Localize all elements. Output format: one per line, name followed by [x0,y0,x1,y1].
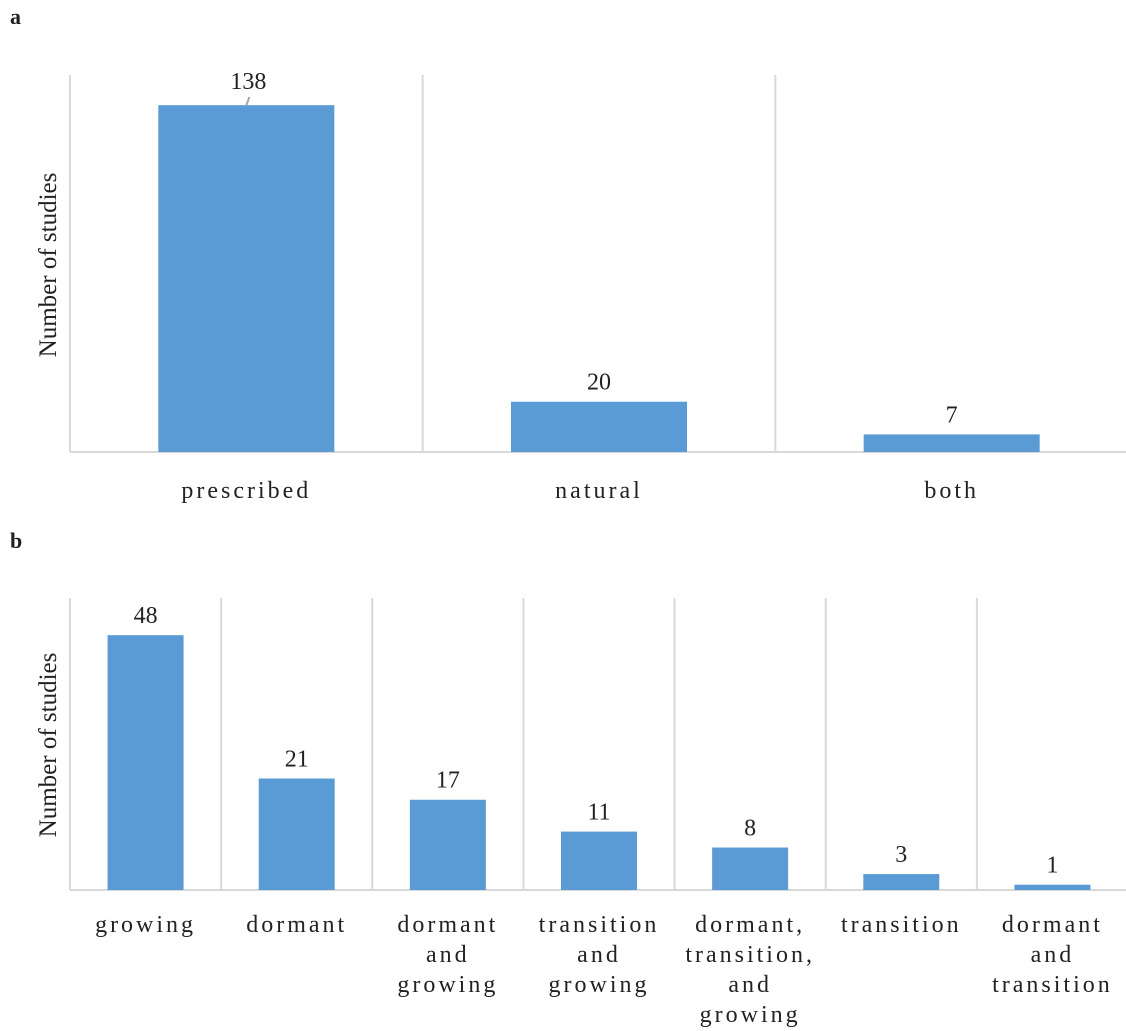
category-label: dormant, [695,912,805,938]
data-label: 8 [744,816,756,842]
data-label: 3 [895,842,907,868]
bar [258,778,335,890]
category-label: and [1031,942,1075,968]
category-label: transition [841,912,962,938]
data-label: 11 [587,800,610,826]
data-label: 7 [946,402,958,428]
panel-label: a [10,4,21,29]
category-label: and [577,942,621,968]
data-label: 48 [134,603,158,629]
chart-panel-b: b Number of studies 48 growing 21 dormant 17 do… [10,528,1126,1028]
category-label: both [924,478,979,504]
bar [1014,884,1091,890]
category-label: natural [555,478,643,504]
bar [409,799,486,890]
data-label: 1 [1046,853,1058,879]
data-label: 20 [587,370,611,396]
category-label: growing [549,972,650,998]
bar [561,831,637,890]
bar [863,434,1040,452]
bar [107,635,184,890]
panel-label: b [10,528,22,553]
category-label: and [426,942,470,968]
category-label: prescribed [181,478,311,504]
data-label-leader [245,96,251,106]
category-label: growing [397,972,498,998]
category-label: and [728,972,772,998]
y-axis-label: Number of studies [35,173,62,358]
category-label: transition [539,912,660,938]
category-label: dormant [397,912,498,938]
data-label: 17 [436,768,460,794]
category-label: dormant [246,912,347,938]
bar [158,105,335,452]
category-label: growing [700,1002,801,1028]
bar [511,401,687,452]
category-label: growing [95,912,196,938]
chart-panel-a: a Number of studies 138 prescribed 20 natural… [10,4,1126,504]
category-label: transition [992,972,1113,998]
bar [863,874,940,890]
bar [712,847,789,890]
data-label: 138 [230,69,266,95]
category-label: dormant [1002,912,1103,938]
category-label: transition, [685,942,815,968]
data-label: 21 [285,747,309,773]
y-axis-label: Number of studies [35,653,62,838]
